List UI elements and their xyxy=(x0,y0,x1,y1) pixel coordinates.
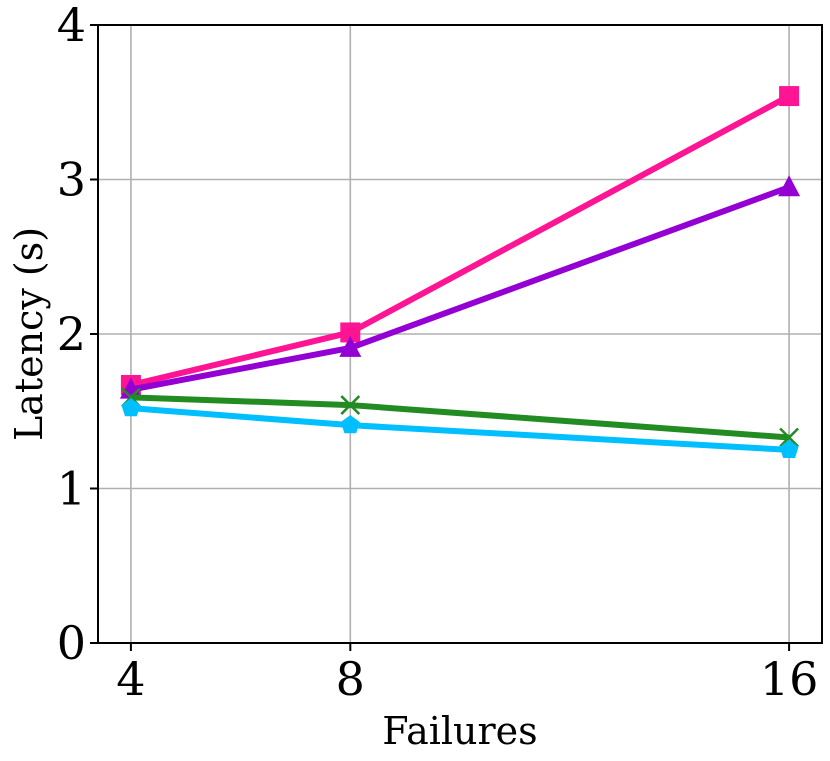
data-point-pentagon xyxy=(121,398,141,417)
y-tick-label: 1 xyxy=(57,462,86,516)
x-tick-label: 4 xyxy=(116,652,145,706)
x-axis-label: Failures xyxy=(382,709,537,753)
y-axis-label: Latency (s) xyxy=(7,227,51,441)
data-point-square xyxy=(340,322,361,343)
tick-marks xyxy=(90,24,791,651)
grid-lines xyxy=(98,24,822,644)
y-tick-label: 3 xyxy=(57,153,86,207)
y-tick-label: 4 xyxy=(57,0,86,52)
series-layer xyxy=(119,86,801,458)
y-tick-label: 2 xyxy=(57,307,86,361)
x-tick-label: 16 xyxy=(760,652,819,706)
data-point-pentagon xyxy=(779,439,799,458)
data-point-square xyxy=(779,86,800,107)
series-4 xyxy=(121,398,799,458)
data-point-x xyxy=(340,395,361,415)
y-tick-labels: 0 1 2 3 4 xyxy=(57,0,86,670)
series-1 xyxy=(120,86,800,395)
data-point-x xyxy=(779,427,799,448)
y-tick-label: 0 xyxy=(57,616,86,670)
data-point-pentagon xyxy=(340,415,360,434)
series-line xyxy=(130,93,791,388)
data-point-triangle xyxy=(339,335,362,357)
x-tick-labels: 4 8 16 xyxy=(116,652,818,706)
x-tick-label: 8 xyxy=(336,652,365,706)
data-point-triangle xyxy=(778,175,801,197)
